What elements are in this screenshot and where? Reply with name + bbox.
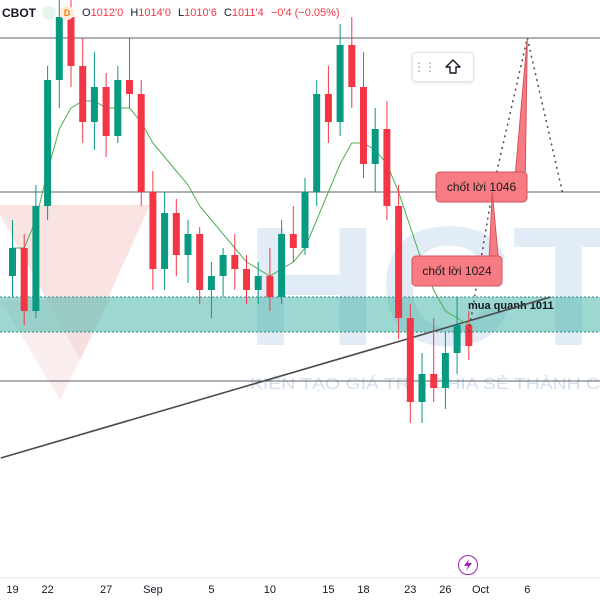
candle-body[interactable] — [348, 45, 356, 87]
candle-body[interactable] — [324, 94, 332, 122]
candle-body[interactable] — [430, 374, 438, 388]
candle-body[interactable] — [161, 213, 169, 269]
buy-zone-label: mua quanh 1011 — [468, 300, 554, 312]
time-axis-tick-label: 15 — [322, 584, 334, 596]
candle-body[interactable] — [9, 248, 16, 276]
candle-body[interactable] — [114, 80, 122, 136]
floating-toolbar[interactable]: ⋮⋮ — [412, 52, 474, 82]
time-axis-tick-label: 23 — [404, 584, 416, 596]
watermark: HCT KIẾN TẠO GIÁ TRỊ - CHIA SẺ THÀNH C — [0, 192, 600, 400]
candle-body[interactable] — [90, 87, 98, 122]
close-value: 1011'4 — [231, 7, 264, 19]
time-axis-tick-label: 10 — [264, 584, 276, 596]
candle-body[interactable] — [383, 129, 391, 206]
symbol-label[interactable]: CBOT — [2, 6, 36, 20]
candle-body[interactable] — [79, 66, 87, 122]
moving-average-line — [12, 100, 470, 326]
trend-line[interactable] — [0, 296, 551, 459]
callout-text: chốt lời 1024 — [422, 264, 492, 278]
candle-body[interactable] — [418, 374, 426, 402]
candle-body[interactable] — [231, 255, 239, 269]
candle-body[interactable] — [406, 318, 414, 402]
candle-body[interactable] — [32, 206, 40, 311]
time-axis-tick-label: 18 — [357, 584, 369, 596]
candle-body[interactable] — [254, 276, 262, 290]
time-axis-tick-label: 22 — [41, 584, 53, 596]
callout-text: chốt lời 1046 — [447, 180, 517, 194]
time-axis-tick-label: 27 — [100, 584, 112, 596]
candle-body[interactable] — [196, 234, 204, 290]
candle-body[interactable] — [289, 234, 297, 248]
high-label: H — [130, 7, 139, 19]
callout-box[interactable] — [411, 255, 503, 287]
candle-body[interactable] — [313, 94, 321, 192]
candle-body[interactable] — [336, 45, 344, 122]
candle-body[interactable] — [360, 87, 367, 164]
grip-dots-icon[interactable]: ⋮⋮ — [413, 60, 436, 74]
candle-body[interactable] — [465, 325, 473, 346]
candle-body[interactable] — [219, 255, 227, 276]
open-value: 1012'0 — [90, 7, 124, 19]
change-value: −0'4 (−0.05%) — [270, 7, 340, 19]
projection-path[interactable] — [468, 37, 564, 333]
candle-body[interactable] — [453, 325, 461, 353]
time-axis-tick-label: Sep — [143, 584, 163, 596]
ohlc-values: O1012'0 H1014'0 L1010'6 C1011'4 −0'4 (−0… — [82, 7, 344, 19]
candle-body[interactable] — [20, 248, 28, 311]
low-label: L — [178, 7, 185, 19]
arrow-up-icon[interactable] — [435, 53, 471, 81]
candle-body[interactable] — [441, 353, 449, 388]
candle-body[interactable] — [149, 192, 157, 269]
lightning-icon[interactable] — [458, 555, 478, 575]
time-axis-tick-label: Oct — [472, 584, 489, 596]
candle-body[interactable] — [243, 269, 250, 290]
candle-body[interactable] — [137, 94, 145, 192]
legend-header: CBOT D O1012'0 H1014'0 L1010'6 C1011'4 −… — [0, 0, 600, 26]
candle-body[interactable] — [172, 213, 180, 255]
candle-body[interactable] — [126, 80, 133, 94]
candle-body[interactable] — [44, 80, 52, 206]
callout-box[interactable] — [435, 171, 528, 203]
candle-body[interactable] — [184, 234, 192, 255]
candle-body[interactable] — [278, 234, 286, 297]
candle-body[interactable] — [207, 276, 215, 290]
candle-body[interactable] — [371, 129, 379, 164]
low-value: 1010'6 — [184, 7, 217, 19]
candle-body[interactable] — [55, 17, 63, 80]
candle-body[interactable] — [266, 276, 274, 297]
time-axis-tick-label: 26 — [439, 584, 451, 596]
candle-body[interactable] — [301, 192, 309, 248]
close-label: C — [223, 7, 232, 19]
data-delay-badge[interactable]: D — [60, 6, 74, 20]
buy-zone[interactable] — [0, 297, 600, 332]
market-status-dot[interactable] — [42, 6, 56, 20]
time-axis-tick-label: 19 — [6, 584, 18, 596]
time-axis-tick-label: 5 — [208, 584, 214, 596]
candle-body[interactable] — [102, 87, 110, 136]
time-axis-tick-label: 6 — [524, 584, 530, 596]
open-label: O — [82, 7, 91, 19]
candle-body[interactable] — [67, 17, 75, 66]
candle-body[interactable] — [395, 206, 403, 318]
high-value: 1014'0 — [138, 7, 171, 19]
